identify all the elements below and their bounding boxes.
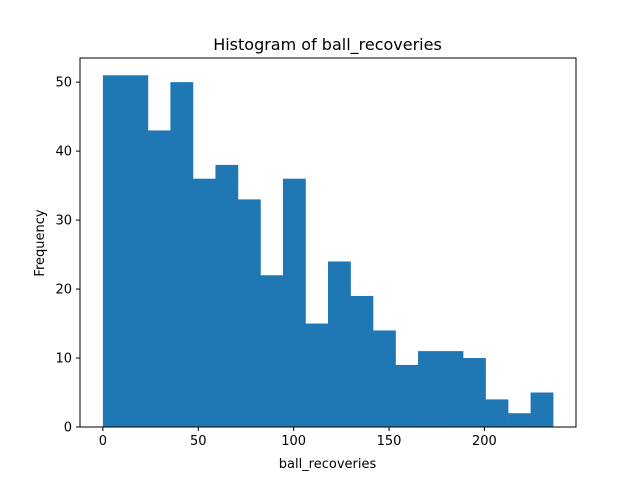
y-tick-label: 40 <box>55 145 72 160</box>
histogram-bar <box>125 75 149 428</box>
x-tick-label: 100 <box>281 434 306 449</box>
histogram-bar <box>192 178 216 427</box>
histogram-bar <box>373 330 396 427</box>
histogram-bar <box>485 399 509 427</box>
plot-frame <box>79 57 577 428</box>
histogram-bar <box>170 82 194 427</box>
histogram-bar <box>305 323 329 427</box>
y-axis-label: Frequency <box>33 209 48 276</box>
x-axis-ticks: 0 50 100 150 200 <box>99 427 497 449</box>
histogram-bar <box>282 178 306 427</box>
histogram-bar <box>530 392 554 427</box>
histogram-bar <box>463 358 486 427</box>
y-tick-label: 0 <box>64 421 72 436</box>
histogram-bar <box>328 261 351 427</box>
histogram-bar <box>215 164 239 427</box>
x-tick-label: 200 <box>472 434 497 449</box>
histogram-bar <box>260 275 284 427</box>
histogram-bar <box>440 351 464 427</box>
bars-group <box>102 75 554 428</box>
x-tick-label: 50 <box>190 434 207 449</box>
histogram-bar <box>508 413 531 427</box>
y-tick-label: 20 <box>55 283 72 298</box>
y-tick-label: 30 <box>55 214 72 229</box>
histogram-bar <box>147 130 171 428</box>
x-axis-label: ball_recoveries <box>279 457 377 472</box>
chart-title: Histogram of ball_recoveries <box>213 35 442 55</box>
histogram-bar <box>418 351 441 427</box>
histogram-bar <box>395 364 419 427</box>
x-tick-label: 150 <box>377 434 402 449</box>
y-axis-ticks: 0 10 20 30 40 50 <box>55 76 80 436</box>
histogram-bar <box>237 199 261 427</box>
y-tick-label: 10 <box>55 352 72 367</box>
histogram-bar <box>350 295 374 427</box>
y-tick-label: 50 <box>55 76 72 91</box>
x-tick-label: 0 <box>99 434 107 449</box>
histogram-bar <box>102 75 126 428</box>
